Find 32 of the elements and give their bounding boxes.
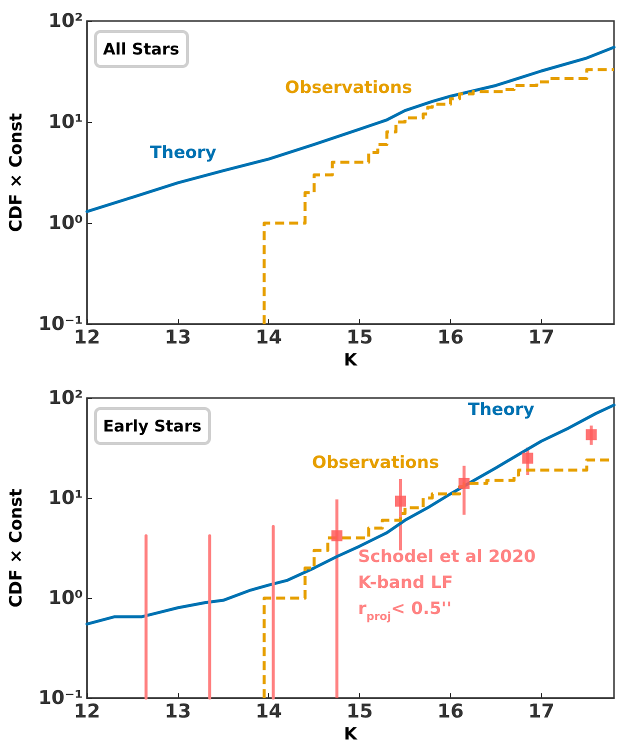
point xyxy=(586,429,597,440)
y-tick-label: 10⁰ xyxy=(48,587,83,610)
y-tick-label: 10¹ xyxy=(48,111,83,134)
x-axis-title: K xyxy=(344,350,358,370)
y-tick-label: 10² xyxy=(48,387,83,409)
point xyxy=(394,496,406,507)
x-tick-label: 16 xyxy=(437,700,464,723)
x-tick-label: 15 xyxy=(346,326,373,349)
y-tick-label: 10¹ xyxy=(48,487,83,510)
x-tick-label: 13 xyxy=(164,700,192,723)
x-tick-label: 14 xyxy=(256,326,282,349)
point xyxy=(331,530,342,542)
x-axis-title: K xyxy=(344,724,358,744)
line-series xyxy=(86,404,616,626)
series-label: Theory xyxy=(468,400,534,420)
text: Early Stars xyxy=(103,416,202,436)
x-tick-label: 16 xyxy=(437,326,464,349)
point xyxy=(522,452,534,464)
x-tick-label: 17 xyxy=(528,326,555,349)
y-tick-label: 10² xyxy=(48,10,83,32)
series-label: Theory xyxy=(150,143,216,163)
y-tick-label: 10⁰ xyxy=(48,212,83,234)
x-tick-label: 14 xyxy=(256,700,282,723)
series-label: Observations xyxy=(312,453,440,473)
x-tick-label: 13 xyxy=(164,326,192,349)
x-tick-label: 15 xyxy=(346,700,373,723)
series-label: Observations xyxy=(285,78,412,98)
point xyxy=(458,478,470,489)
y-axis-title: CDF × Const xyxy=(6,488,26,608)
text: All Stars xyxy=(103,40,180,58)
x-tick-label: 17 xyxy=(528,700,555,723)
y-axis-title: CDF × Const xyxy=(6,113,26,232)
